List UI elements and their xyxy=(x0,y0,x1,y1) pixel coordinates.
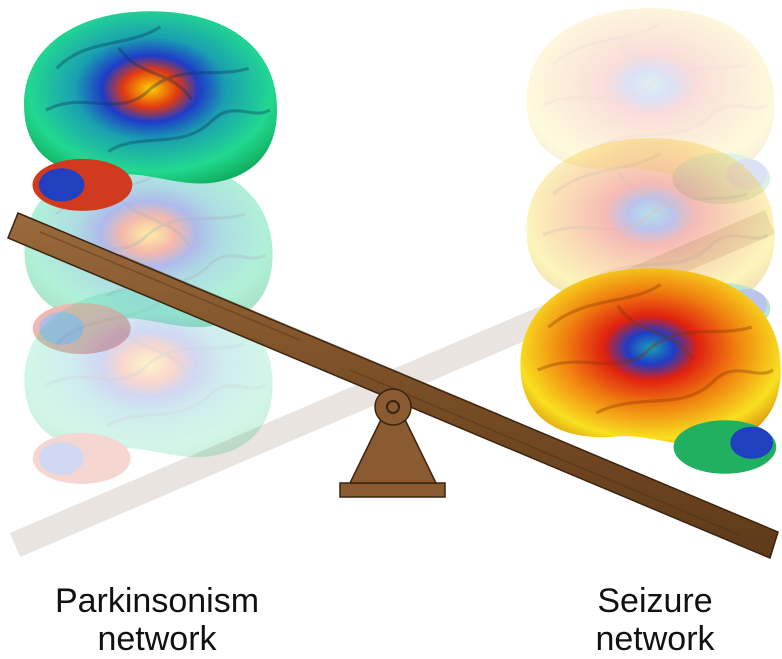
pivot xyxy=(374,388,412,426)
fulcrum-base xyxy=(339,482,446,498)
label: Seizure xyxy=(597,582,712,620)
label: Parkinsonism xyxy=(55,582,259,620)
wood-grain xyxy=(39,231,741,536)
pivot-hole xyxy=(386,400,400,414)
label: network xyxy=(595,620,715,658)
fulcrum xyxy=(348,393,438,484)
plank xyxy=(7,212,779,560)
label: network xyxy=(97,620,217,658)
